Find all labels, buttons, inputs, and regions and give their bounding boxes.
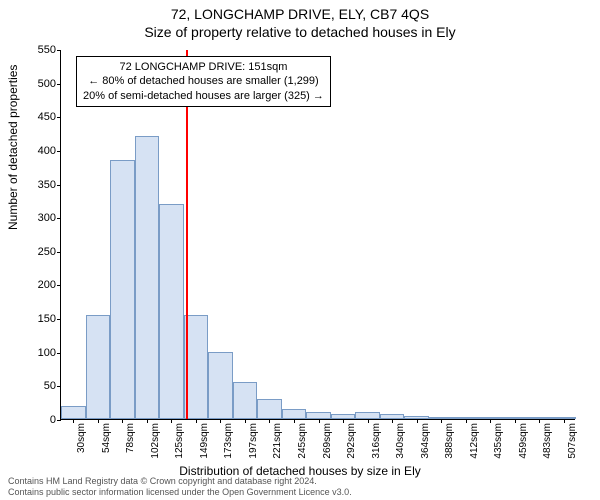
x-tick-label: 459sqm [518, 423, 529, 459]
y-tick-mark [57, 353, 61, 354]
x-tick-mark [220, 419, 221, 423]
footer: Contains HM Land Registry data © Crown c… [8, 476, 352, 498]
x-tick-label: 197sqm [248, 423, 259, 459]
x-tick-mark [417, 419, 418, 423]
x-tick-label: 507sqm [567, 423, 578, 459]
histogram-bar [61, 406, 86, 419]
histogram-bar [355, 412, 380, 419]
histogram-bar [208, 352, 233, 419]
histogram-bar [135, 136, 160, 419]
x-tick-mark [539, 419, 540, 423]
y-tick-mark [57, 185, 61, 186]
x-tick-mark [122, 419, 123, 423]
x-tick-label: 245sqm [297, 423, 308, 459]
annotation-line1: 72 LONGCHAMP DRIVE: 151sqm [83, 60, 324, 74]
x-tick-mark [441, 419, 442, 423]
chart-container: 05010015020025030035040045050055030sqm54… [60, 50, 575, 420]
y-tick-mark [57, 151, 61, 152]
annotation-line3: 20% of semi-detached houses are larger (… [83, 89, 324, 103]
x-tick-label: 412sqm [469, 423, 480, 459]
x-tick-mark [515, 419, 516, 423]
y-tick-mark [57, 285, 61, 286]
histogram-bar [257, 399, 282, 419]
x-tick-mark [73, 419, 74, 423]
x-tick-label: 173sqm [223, 423, 234, 459]
y-tick-mark [57, 117, 61, 118]
address-title: 72, LONGCHAMP DRIVE, ELY, CB7 4QS [0, 0, 600, 22]
y-tick-mark [57, 50, 61, 51]
x-tick-mark [294, 419, 295, 423]
x-tick-label: 435sqm [493, 423, 504, 459]
x-tick-label: 483sqm [542, 423, 553, 459]
x-tick-label: 269sqm [322, 423, 333, 459]
y-tick-mark [57, 319, 61, 320]
x-tick-label: 364sqm [420, 423, 431, 459]
y-tick-mark [57, 84, 61, 85]
x-tick-mark [245, 419, 246, 423]
histogram-bar [306, 412, 331, 419]
x-tick-label: 149sqm [199, 423, 210, 459]
x-tick-mark [368, 419, 369, 423]
x-tick-mark [564, 419, 565, 423]
y-tick-mark [57, 420, 61, 421]
footer-line1: Contains HM Land Registry data © Crown c… [8, 476, 352, 487]
x-tick-label: 78sqm [125, 423, 136, 453]
histogram-bar [282, 409, 307, 419]
x-tick-mark [98, 419, 99, 423]
x-tick-mark [269, 419, 270, 423]
x-tick-mark [343, 419, 344, 423]
x-tick-label: 340sqm [395, 423, 406, 459]
x-tick-label: 316sqm [371, 423, 382, 459]
y-tick-mark [57, 386, 61, 387]
y-tick-mark [57, 218, 61, 219]
x-tick-label: 388sqm [444, 423, 455, 459]
x-tick-label: 292sqm [346, 423, 357, 459]
chart-title: Size of property relative to detached ho… [0, 22, 600, 40]
x-tick-mark [392, 419, 393, 423]
x-tick-mark [147, 419, 148, 423]
y-tick-mark [57, 252, 61, 253]
annotation-box: 72 LONGCHAMP DRIVE: 151sqm ← 80% of deta… [76, 56, 331, 107]
x-tick-label: 30sqm [76, 423, 87, 453]
x-tick-mark [466, 419, 467, 423]
histogram-bar [233, 382, 258, 419]
x-tick-label: 102sqm [150, 423, 161, 459]
x-tick-label: 221sqm [272, 423, 283, 459]
x-tick-mark [196, 419, 197, 423]
annotation-line2: ← 80% of detached houses are smaller (1,… [83, 74, 324, 88]
histogram-bar [159, 204, 184, 419]
x-tick-mark [171, 419, 172, 423]
footer-line2: Contains public sector information licen… [8, 487, 352, 498]
histogram-bar [86, 315, 111, 419]
x-tick-mark [319, 419, 320, 423]
x-tick-label: 125sqm [174, 423, 185, 459]
histogram-bar [110, 160, 135, 419]
x-tick-label: 54sqm [101, 423, 112, 453]
x-tick-mark [490, 419, 491, 423]
y-axis-label: Number of detached properties [6, 65, 20, 230]
